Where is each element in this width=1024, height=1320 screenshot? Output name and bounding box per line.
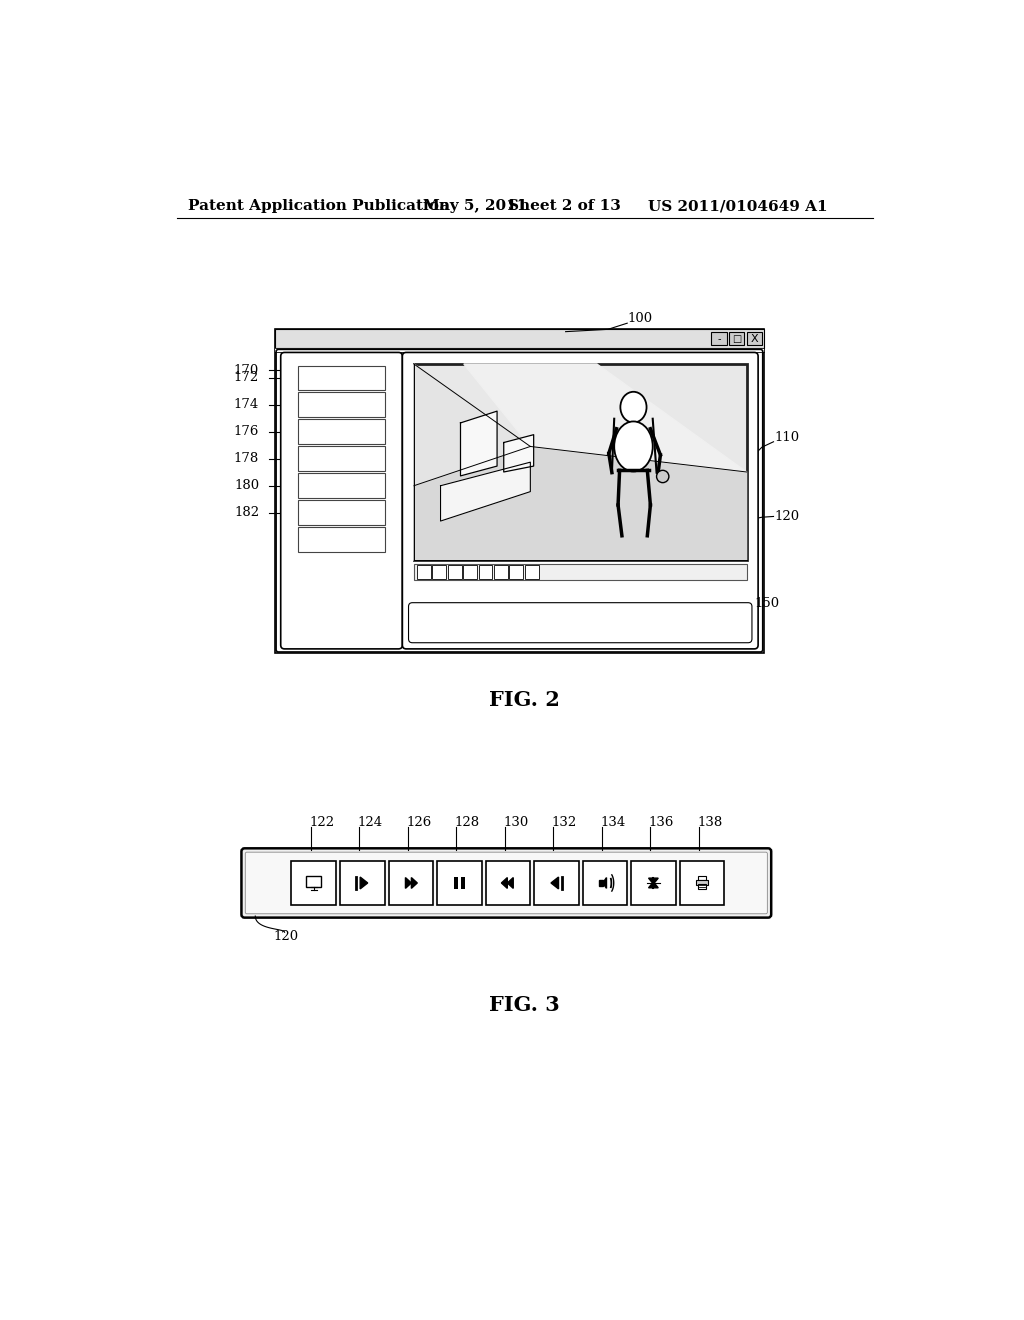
Bar xyxy=(414,564,746,579)
Polygon shape xyxy=(464,364,746,473)
Bar xyxy=(298,366,385,391)
Bar xyxy=(298,446,385,471)
Bar xyxy=(494,565,508,578)
Bar xyxy=(729,333,744,345)
Bar xyxy=(711,333,727,345)
Text: Sheet 2 of 13: Sheet 2 of 13 xyxy=(508,199,621,213)
Bar xyxy=(432,565,446,578)
Bar xyxy=(388,861,433,906)
FancyBboxPatch shape xyxy=(276,350,763,652)
Ellipse shape xyxy=(621,392,646,422)
Ellipse shape xyxy=(614,421,652,471)
Bar xyxy=(340,861,385,906)
Bar xyxy=(698,883,706,890)
Text: 132: 132 xyxy=(552,816,577,829)
Polygon shape xyxy=(648,878,658,884)
Polygon shape xyxy=(603,878,606,888)
Bar xyxy=(463,565,477,578)
Text: 182: 182 xyxy=(234,506,259,519)
Polygon shape xyxy=(440,462,530,521)
Text: FIG. 3: FIG. 3 xyxy=(489,995,560,1015)
Polygon shape xyxy=(406,878,412,888)
Text: Patent Application Publication: Patent Application Publication xyxy=(188,199,451,213)
Text: 124: 124 xyxy=(357,816,383,829)
Text: X: X xyxy=(751,334,758,345)
FancyBboxPatch shape xyxy=(246,853,767,913)
Bar xyxy=(698,876,706,879)
Text: 136: 136 xyxy=(649,816,674,829)
Text: 128: 128 xyxy=(455,816,480,829)
Polygon shape xyxy=(504,434,534,473)
Polygon shape xyxy=(461,411,497,477)
Text: 122: 122 xyxy=(309,816,334,829)
FancyBboxPatch shape xyxy=(275,330,764,653)
Bar xyxy=(275,330,764,348)
Bar xyxy=(583,861,628,906)
Polygon shape xyxy=(360,876,368,888)
Bar xyxy=(417,565,431,578)
Polygon shape xyxy=(551,876,558,888)
Text: US 2011/0104649 A1: US 2011/0104649 A1 xyxy=(648,199,827,213)
Text: -: - xyxy=(717,334,721,345)
Text: 138: 138 xyxy=(697,816,723,829)
Polygon shape xyxy=(414,364,530,486)
FancyBboxPatch shape xyxy=(281,352,402,649)
Text: 120: 120 xyxy=(273,929,299,942)
Text: 126: 126 xyxy=(407,816,431,829)
Text: FIG. 2: FIG. 2 xyxy=(489,690,560,710)
Bar xyxy=(478,565,493,578)
Bar xyxy=(509,565,523,578)
Text: □: □ xyxy=(732,334,741,345)
Text: 120: 120 xyxy=(774,510,800,523)
Polygon shape xyxy=(502,878,507,888)
Polygon shape xyxy=(599,880,603,886)
Bar xyxy=(306,876,322,887)
Bar xyxy=(680,861,724,906)
Bar xyxy=(535,861,579,906)
Text: 176: 176 xyxy=(233,425,259,438)
Polygon shape xyxy=(648,882,658,888)
Text: 130: 130 xyxy=(503,816,528,829)
Text: 110: 110 xyxy=(774,430,800,444)
Circle shape xyxy=(656,470,669,483)
Text: 172: 172 xyxy=(233,371,259,384)
Bar xyxy=(298,392,385,417)
FancyBboxPatch shape xyxy=(402,352,758,649)
Bar xyxy=(298,527,385,552)
Bar xyxy=(298,420,385,444)
FancyBboxPatch shape xyxy=(409,603,752,643)
Bar xyxy=(292,861,336,906)
Text: May 5, 2011: May 5, 2011 xyxy=(423,199,527,213)
Text: 178: 178 xyxy=(233,453,259,465)
Text: 180: 180 xyxy=(234,479,259,492)
Bar xyxy=(485,861,530,906)
Polygon shape xyxy=(414,446,746,560)
Bar xyxy=(454,876,458,888)
FancyBboxPatch shape xyxy=(242,849,771,917)
Bar xyxy=(298,500,385,525)
Polygon shape xyxy=(507,878,513,888)
Text: 100: 100 xyxy=(628,312,652,325)
Text: 134: 134 xyxy=(600,816,626,829)
Bar xyxy=(696,880,708,886)
Bar xyxy=(461,876,465,888)
Bar xyxy=(275,348,764,352)
Bar xyxy=(437,861,481,906)
Polygon shape xyxy=(412,878,418,888)
Text: 174: 174 xyxy=(233,399,259,412)
Bar xyxy=(447,565,462,578)
Bar xyxy=(746,333,762,345)
Bar xyxy=(298,474,385,498)
Bar xyxy=(524,565,539,578)
Text: 170: 170 xyxy=(233,363,259,376)
Bar xyxy=(631,861,676,906)
Text: 150: 150 xyxy=(755,597,779,610)
Bar xyxy=(414,364,746,560)
